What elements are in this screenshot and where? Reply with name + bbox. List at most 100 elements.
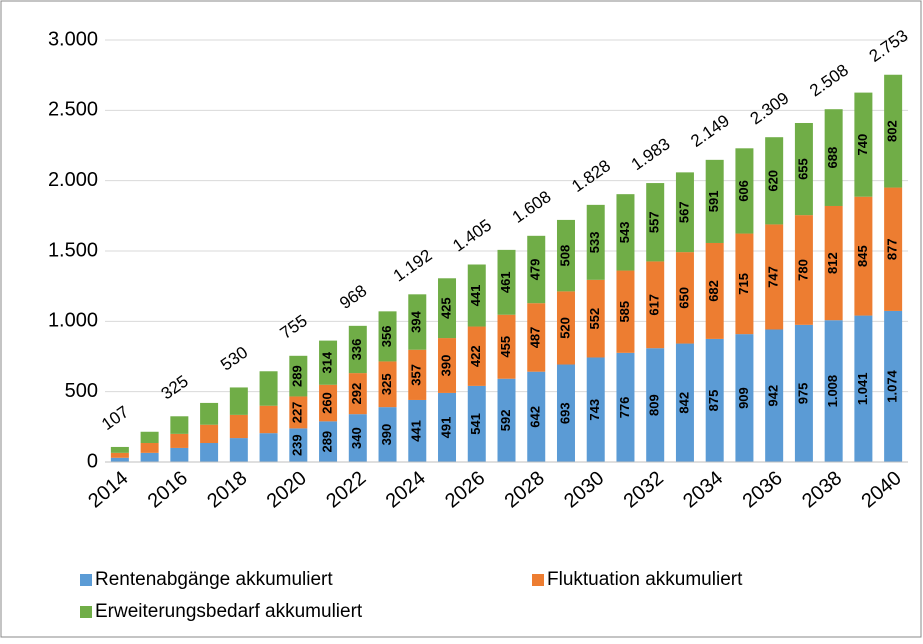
- bar-segment: [735, 148, 754, 234]
- legend-label: Erweiterungsbedarf akkumuliert: [95, 601, 363, 622]
- y-tick-label: 500: [65, 380, 98, 402]
- bar-segment: [735, 334, 754, 462]
- data-label: 441: [468, 285, 483, 307]
- data-label: 325: [379, 373, 394, 395]
- bar-segment: [884, 310, 903, 462]
- data-label: 543: [617, 222, 632, 244]
- bar-segment: [497, 378, 516, 462]
- bar-segment: [170, 433, 189, 448]
- data-label: 390: [379, 424, 394, 446]
- data-label: 557: [647, 211, 662, 233]
- bar-segment: [616, 270, 635, 353]
- data-label: 1.041: [855, 373, 870, 406]
- y-tick-label: 1.000: [48, 310, 98, 332]
- data-label: 776: [617, 397, 632, 419]
- bar-segment: [527, 235, 546, 304]
- bar-segment: [646, 348, 665, 462]
- bar-segment: [646, 261, 665, 349]
- data-label: 877: [885, 238, 900, 260]
- data-label: 491: [438, 417, 453, 439]
- bar-segment: [586, 204, 605, 280]
- bar-segment: [675, 343, 694, 462]
- bar-segment: [556, 219, 575, 292]
- data-label: 340: [349, 427, 364, 449]
- bar-segment: [467, 385, 486, 462]
- data-label: 552: [587, 308, 602, 330]
- bar-segment: [289, 428, 308, 462]
- data-label: 655: [795, 158, 810, 180]
- bar-segment: [140, 443, 159, 453]
- bar-segment: [616, 352, 635, 462]
- bar-segment: [854, 315, 873, 462]
- data-label: 422: [468, 345, 483, 367]
- bar-segment: [319, 340, 338, 385]
- data-label: 975: [795, 383, 810, 405]
- bar-segment: [259, 433, 278, 462]
- bar-segment: [408, 349, 427, 400]
- data-label: 441: [409, 420, 424, 442]
- data-label: 487: [528, 327, 543, 349]
- bar-segment: [348, 414, 367, 462]
- legend-swatch: [532, 574, 544, 586]
- legend-swatch: [80, 574, 92, 586]
- bar-segment: [229, 414, 248, 439]
- data-label: 508: [557, 245, 572, 267]
- bar-segment: [110, 452, 129, 458]
- bar-segment: [467, 264, 486, 327]
- data-label: 314: [319, 351, 334, 373]
- bar-segment: [110, 446, 129, 453]
- bar-segment: [467, 326, 486, 386]
- bar-segment: [824, 205, 843, 321]
- bar-segment: [408, 294, 427, 350]
- data-label: 455: [498, 336, 513, 358]
- data-label: 740: [855, 134, 870, 156]
- bar-segment: [884, 187, 903, 311]
- data-label: 541: [468, 413, 483, 435]
- data-label: 743: [587, 399, 602, 421]
- legend-swatch: [80, 606, 92, 618]
- bar-segment: [200, 402, 219, 425]
- data-label: 585: [617, 301, 632, 323]
- bar-segment: [527, 371, 546, 462]
- y-tick-label: 0: [87, 450, 98, 472]
- bar-segment: [765, 224, 784, 330]
- data-label: 292: [349, 383, 364, 405]
- bar-segment: [348, 325, 367, 374]
- data-label: 875: [706, 390, 721, 412]
- bar-segment: [794, 324, 813, 462]
- data-label: 357: [409, 364, 424, 386]
- bar-segment: [200, 424, 219, 444]
- bar-segment: [319, 384, 338, 422]
- bar-segment: [408, 399, 427, 462]
- bar-segment: [675, 252, 694, 344]
- data-label: 682: [706, 280, 721, 302]
- bar-segment: [140, 431, 159, 444]
- data-label: 461: [498, 271, 513, 293]
- bar-segment: [378, 311, 397, 362]
- data-label: 842: [676, 392, 691, 414]
- data-label: 809: [647, 394, 662, 416]
- data-label: 356: [379, 326, 394, 348]
- data-label: 533: [587, 231, 602, 253]
- bar-segment: [140, 452, 159, 462]
- data-label: 425: [438, 297, 453, 319]
- data-label: 802: [885, 120, 900, 142]
- data-label: 845: [855, 245, 870, 267]
- data-label: 520: [557, 317, 572, 339]
- data-label: 942: [766, 385, 781, 407]
- bar-segment: [378, 407, 397, 462]
- bar-segment: [556, 364, 575, 462]
- data-label: 1.074: [885, 369, 900, 402]
- bar-segment: [854, 196, 873, 316]
- data-label: 642: [528, 406, 543, 428]
- data-label: 592: [498, 410, 513, 432]
- data-label: 606: [736, 180, 751, 202]
- bar-segment: [824, 109, 843, 206]
- bar-segment: [646, 183, 665, 262]
- data-label: 812: [825, 252, 840, 274]
- data-label: 715: [736, 273, 751, 295]
- data-label: 1.008: [825, 375, 840, 408]
- data-label: 239: [290, 434, 305, 456]
- bar-segment: [200, 443, 219, 462]
- data-label: 780: [795, 259, 810, 281]
